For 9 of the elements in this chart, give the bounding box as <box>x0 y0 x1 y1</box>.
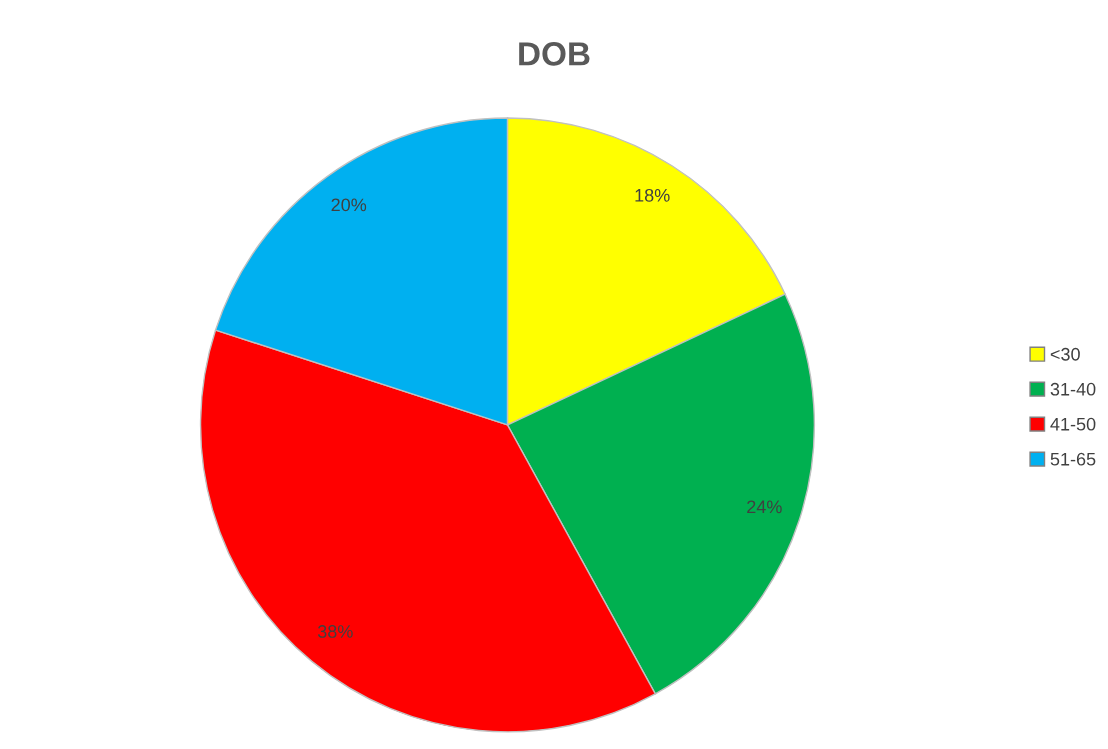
legend-label: 31-40 <box>1050 382 1096 396</box>
legend-label: 41-50 <box>1050 417 1096 431</box>
data-label: 24% <box>747 500 782 514</box>
chart-title: DOB <box>519 42 590 66</box>
data-label: 18% <box>635 188 670 202</box>
legend-label: <30 <box>1050 347 1080 361</box>
data-label: 38% <box>317 625 353 638</box>
legend-label: 51-65 <box>1050 452 1096 466</box>
data-label: 20% <box>331 198 367 212</box>
